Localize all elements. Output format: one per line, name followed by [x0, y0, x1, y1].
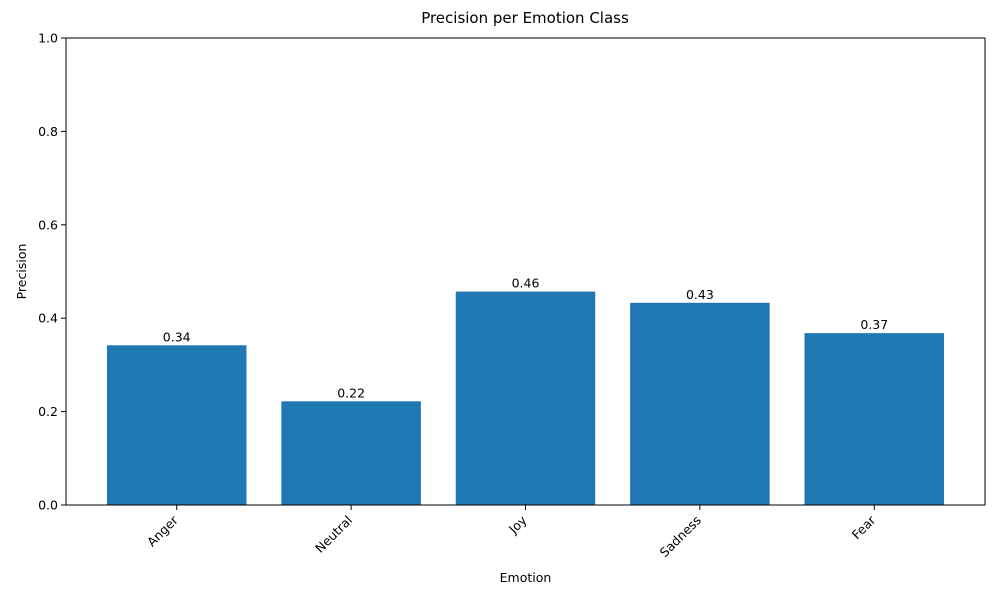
- y-tick-label-1: 0.2: [38, 404, 58, 419]
- plot-frame: [65, 37, 986, 506]
- y-axis: 0.0 0.2 0.4 0.6 0.8 1.0: [38, 31, 66, 513]
- y-tick-label-5: 1.0: [38, 31, 58, 46]
- data-label-joy: 0.46: [512, 276, 540, 291]
- chart-title: Precision per Emotion Class: [421, 9, 629, 27]
- x-tick-label-fear: Fear: [849, 512, 879, 542]
- y-tick-label-3: 0.6: [38, 217, 58, 232]
- x-tick-label-anger: Anger: [144, 512, 182, 550]
- x-axis: Anger Neutral Joy Sadness Fear: [144, 505, 879, 560]
- x-tick-label-joy: Joy: [505, 512, 530, 537]
- bar-sadness: [630, 302, 770, 505]
- bar-anger: [106, 345, 247, 505]
- data-label-neutral: 0.22: [337, 385, 365, 400]
- y-tick-label-4: 0.8: [38, 124, 58, 139]
- bars-group: [106, 291, 945, 505]
- y-tick-label-0: 0.0: [38, 498, 58, 513]
- data-labels-group: 0.34 0.22 0.46 0.43 0.37: [163, 276, 888, 401]
- bar-neutral: [281, 401, 421, 505]
- y-tick-label-2: 0.4: [38, 311, 58, 326]
- data-label-fear: 0.37: [860, 317, 888, 332]
- data-label-anger: 0.34: [163, 329, 191, 344]
- x-axis-label: Emotion: [500, 570, 552, 585]
- y-axis-label: Precision: [14, 244, 29, 300]
- data-label-sadness: 0.43: [686, 287, 714, 302]
- x-tick-label-neutral: Neutral: [312, 513, 355, 556]
- bar-fear: [804, 333, 945, 505]
- bar-joy: [455, 291, 596, 505]
- x-tick-label-sadness: Sadness: [657, 513, 704, 560]
